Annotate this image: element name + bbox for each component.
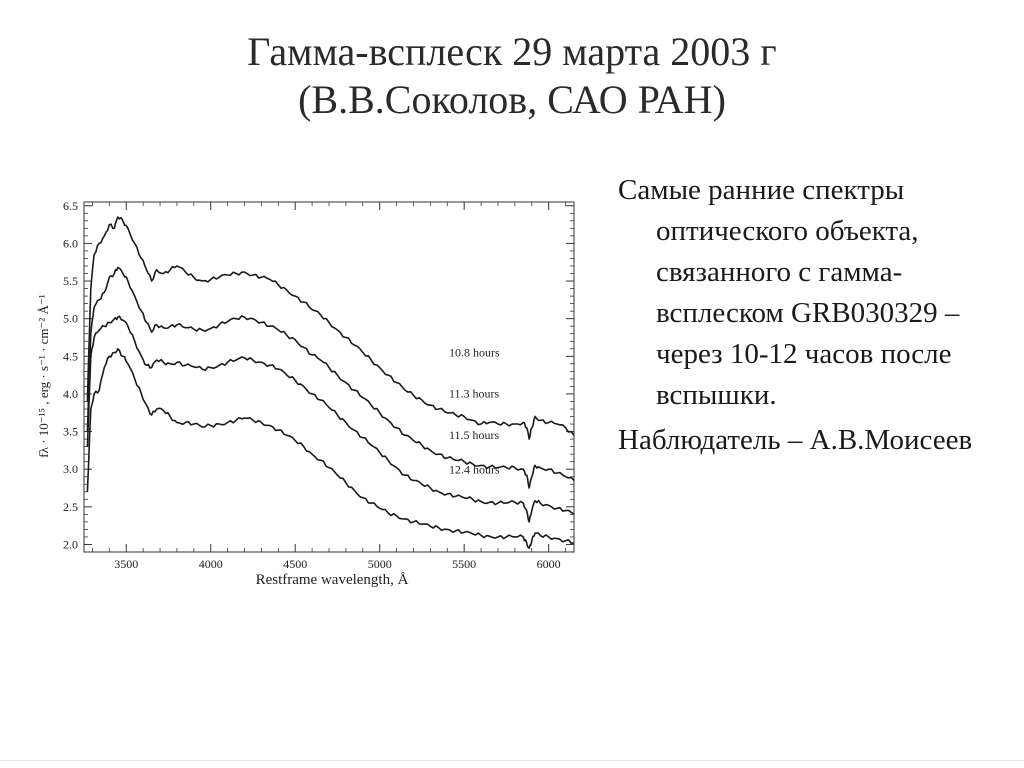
plot-frame xyxy=(83,201,575,553)
y-axis-label: fλ · 10⁻¹⁵ , erg · s⁻¹ · cm⁻² Å⁻¹ xyxy=(36,294,51,457)
spectrum-line-2 xyxy=(86,266,575,489)
series-label-3: 11.5 hours xyxy=(449,428,500,442)
x-tick-label: 4000 xyxy=(199,557,223,571)
x-tick-label: 6000 xyxy=(537,557,561,571)
series-label-1: 10.8 hours xyxy=(449,345,500,359)
y-tick-label: 4.5 xyxy=(63,349,78,363)
spectrum-line-4 xyxy=(86,348,575,549)
slide-title-line-1: Гамма-всплеск 29 марта 2003 г xyxy=(247,29,777,74)
series-label-4: 12.4 hours xyxy=(449,463,500,477)
series-label-2: 11.3 hours xyxy=(449,387,500,401)
spectrum-line-3 xyxy=(86,315,575,523)
x-tick-label: 4500 xyxy=(283,557,307,571)
x-tick-label: 5500 xyxy=(452,557,476,571)
y-tick-label: 2.0 xyxy=(63,537,78,551)
bullet-description: Самые ранние спектры оптического объекта… xyxy=(618,174,960,411)
side-text-block: Самые ранние спектры оптического объекта… xyxy=(618,170,1010,465)
footer-divider xyxy=(0,760,1024,761)
slide-title-line-2: (В.В.Соколов, САО РАН) xyxy=(298,77,726,122)
x-axis-label: Restframe wavelength, Å xyxy=(256,572,409,588)
y-tick-label: 3.5 xyxy=(63,425,78,439)
y-tick-label: 6.0 xyxy=(63,236,78,250)
y-tick-label: 2.5 xyxy=(63,500,78,514)
spectrum-line-1 xyxy=(86,216,575,440)
y-tick-label: 3.0 xyxy=(63,462,78,476)
y-tick-label: 4.0 xyxy=(63,387,78,401)
y-tick-label: 5.5 xyxy=(63,274,78,288)
spectra-chart-svg: 3500 4000 4500 5000 5500 6000 2.0 2.5 3.0 3.5 4.0 4… xyxy=(36,199,575,588)
x-tick-label: 3500 xyxy=(114,557,138,571)
y-tick-label: 5.0 xyxy=(63,312,78,326)
y-tick-label: 6.5 xyxy=(63,199,78,213)
bullet-observer: Наблюдатель – А.В.Моисеев xyxy=(618,424,973,456)
spectra-chart: 3500 4000 4500 5000 5500 6000 2.0 2.5 3.0 3.5 4.0 4… xyxy=(22,186,592,596)
slide-title: Гамма-всплеск 29 марта 2003 г (В.В.Сокол… xyxy=(0,28,1024,124)
x-tick-label: 5000 xyxy=(368,557,392,571)
